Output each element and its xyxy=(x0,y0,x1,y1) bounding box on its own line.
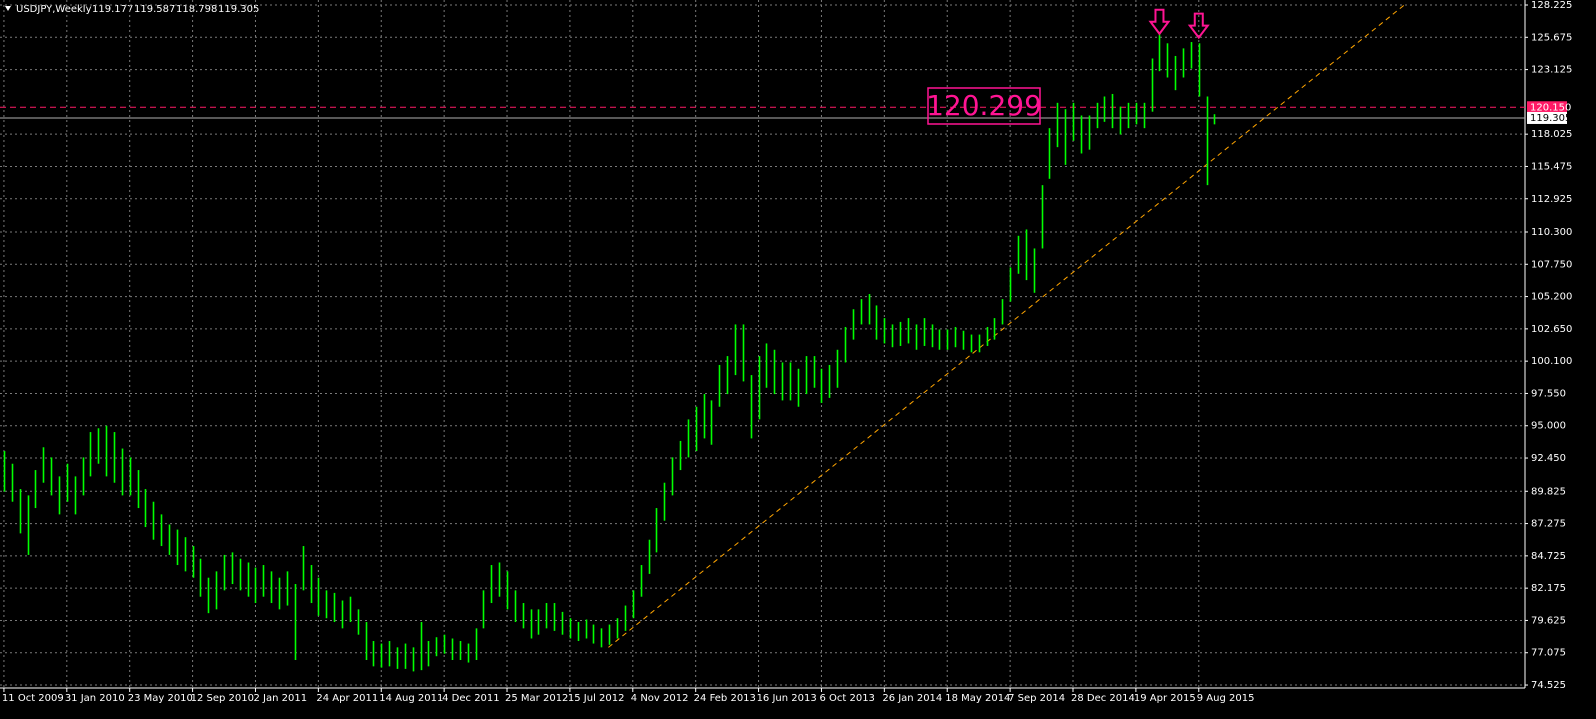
ohlc-value: 119.177 xyxy=(92,4,133,15)
price-label: 119.305 xyxy=(1530,113,1571,124)
x-tick-label: 26 Jan 2014 xyxy=(882,693,942,704)
y-tick-label: 107.750 xyxy=(1531,259,1572,270)
x-tick-label: 28 Dec 2014 xyxy=(1071,693,1135,704)
x-tick-label: 4 Dec 2011 xyxy=(442,693,500,704)
y-tick-label: 95.000 xyxy=(1531,421,1566,432)
menu-triangle[interactable] xyxy=(5,6,11,11)
x-tick-label: 19 Apr 2015 xyxy=(1134,693,1196,704)
annotation: 120.299 xyxy=(926,89,1042,122)
x-tick-label: 14 Aug 2011 xyxy=(379,693,443,704)
x-tick-label: 16 Jun 2013 xyxy=(757,693,817,704)
x-tick-label: 2 Jan 2011 xyxy=(253,693,307,704)
x-tick-label: 12 Sep 2010 xyxy=(191,693,254,704)
y-tick-label: 102.650 xyxy=(1531,324,1572,335)
y-tick-label: 97.550 xyxy=(1531,388,1566,399)
x-tick-label: 24 Feb 2013 xyxy=(694,693,756,704)
y-tick-label: 125.675 xyxy=(1531,32,1572,43)
ohlc-value: 119.305 xyxy=(218,4,259,15)
y-tick-label: 92.450 xyxy=(1531,453,1566,464)
x-tick-label: 18 May 2014 xyxy=(945,693,1010,704)
y-tick-label: 128.225 xyxy=(1531,0,1572,11)
annotation-box xyxy=(927,87,1041,125)
x-tick-label: 31 Jan 2010 xyxy=(65,693,125,704)
x-tick-label: 24 Apr 2011 xyxy=(316,693,378,704)
x-tick-label: 4 Nov 2012 xyxy=(631,693,689,704)
price-label-box xyxy=(1527,101,1567,114)
x-tick-label: 6 Oct 2013 xyxy=(819,693,874,704)
symbol-label: USDJPY,Weekly xyxy=(16,4,92,15)
y-tick-label: 82.175 xyxy=(1531,583,1566,594)
x-tick-label: 15 Jul 2012 xyxy=(568,693,625,704)
down-arrow xyxy=(1148,8,1171,36)
y-tick-label: 115.475 xyxy=(1531,161,1572,172)
y-tick-label: 123.125 xyxy=(1531,65,1572,76)
x-tick-label: 25 Mar 2012 xyxy=(505,693,568,704)
y-tick-label: 112.925 xyxy=(1531,194,1572,205)
y-tick-label: 100.100 xyxy=(1531,356,1572,367)
y-tick-label: 110.300 xyxy=(1531,227,1572,238)
y-tick-label: 89.825 xyxy=(1531,486,1566,497)
x-tick-label: 23 May 2010 xyxy=(128,693,193,704)
x-tick-label: 11 Oct 2009 xyxy=(2,693,64,704)
y-tick-label: 105.200 xyxy=(1531,292,1572,303)
ohlc-value: 119.587 xyxy=(134,4,175,15)
y-tick-label: 118.025 xyxy=(1531,129,1572,140)
y-tick-label: 79.625 xyxy=(1531,615,1566,626)
y-tick-label: 84.725 xyxy=(1531,551,1566,562)
price-label-box xyxy=(1527,111,1567,124)
ohlc-value: 118.798 xyxy=(176,4,217,15)
price-label: 120.150 xyxy=(1530,102,1571,113)
down-arrow xyxy=(1187,12,1210,40)
y-tick-label: 77.075 xyxy=(1531,648,1566,659)
y-tick-label: 74.525 xyxy=(1531,680,1566,691)
x-tick-label: 9 Aug 2015 xyxy=(1197,693,1255,704)
x-tick-label: 7 Sep 2014 xyxy=(1008,693,1065,704)
y-tick-label: 87.275 xyxy=(1531,519,1566,530)
